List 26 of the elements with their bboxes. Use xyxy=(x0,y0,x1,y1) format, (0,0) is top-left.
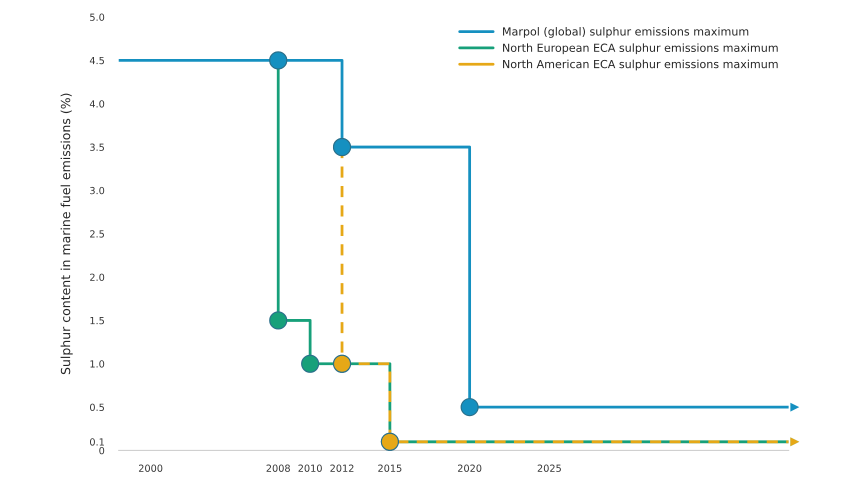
y-tick-label: 0.1 xyxy=(90,438,104,446)
legend-label: North European ECA sulphur emissions maximum xyxy=(503,43,778,54)
y-tick-label: 2.0 xyxy=(90,274,104,281)
y-tick-label: 4.5 xyxy=(90,56,104,64)
y-tick-label: 3.0 xyxy=(90,186,104,194)
y-tick-label: 4.0 xyxy=(90,100,104,108)
y-tick-label: 2.5 xyxy=(90,230,104,238)
y-tick-label: 5.0 xyxy=(90,14,104,21)
point xyxy=(460,398,479,416)
x-tick-label: 2012 xyxy=(330,464,354,472)
y-tick-label: 0 xyxy=(99,446,104,454)
y-tick-label: 1.0 xyxy=(90,360,104,368)
legend-label: Marpol (global) sulphur emissions maximum xyxy=(503,27,748,38)
x-tick-label: 2020 xyxy=(458,464,482,472)
x-tick-label: 2010 xyxy=(298,464,322,472)
x-tick-label: 2008 xyxy=(266,464,290,472)
y-tick-label: 1.5 xyxy=(90,317,104,324)
y-axis-title: Sulphur content in marine fuel emissions (%) xyxy=(60,94,73,374)
point xyxy=(269,311,288,330)
legend-label: North American ECA sulphur emissions maximum xyxy=(503,60,778,70)
point xyxy=(301,354,320,373)
x-tick-label: 2000 xyxy=(138,464,162,472)
y-tick-label: 3.5 xyxy=(90,144,104,151)
x-tick-label: 2015 xyxy=(378,464,402,472)
x-tick-label: 2025 xyxy=(538,464,561,472)
y-tick-label: 0.5 xyxy=(90,404,104,411)
